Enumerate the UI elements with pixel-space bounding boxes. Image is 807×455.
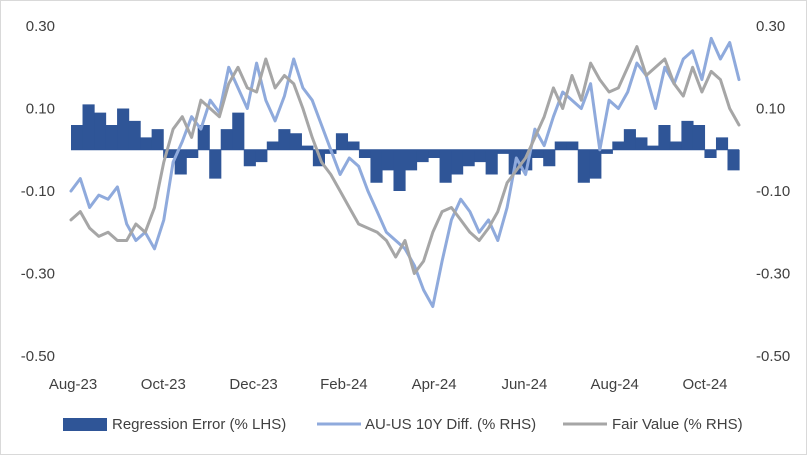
regression-error-bar: [358, 149, 372, 158]
right-y-tick-label: -0.10: [756, 183, 790, 200]
regression-error-bar: [243, 149, 256, 167]
regression-error-bar: [623, 129, 636, 150]
regression-error-bar: [94, 112, 107, 150]
regression-error-bar: [255, 149, 268, 163]
regression-error-bar: [485, 149, 498, 175]
regression-error-bar: [428, 149, 441, 158]
regression-error-area-layer: [71, 104, 740, 191]
regression-error-bar: [543, 149, 556, 167]
x-tick-label: Apr-24: [412, 376, 457, 393]
regression-error-bar: [301, 145, 314, 150]
x-tick-label: Dec-23: [229, 376, 277, 393]
regression-error-bar: [289, 133, 302, 150]
right-y-tick-label: -0.50: [756, 348, 790, 365]
regression-error-bar: [566, 141, 579, 150]
regression-error-bar: [462, 149, 475, 167]
regression-error-bar: [474, 149, 487, 163]
right-y-tick-label: 0.10: [756, 101, 785, 118]
regression-error-bar: [451, 149, 464, 175]
left-y-tick-label: -0.30: [21, 266, 55, 283]
legend-label-au-us-diff: AU-US 10Y Diff. (% RHS): [365, 416, 536, 433]
regression-error-bar: [416, 149, 429, 163]
legend-label-regression-error: Regression Error (% LHS): [112, 416, 286, 433]
regression-error-bar: [82, 104, 95, 150]
legend-swatch-regression-error: [63, 418, 107, 431]
regression-error-bar: [105, 125, 118, 150]
x-tick-label: Aug-23: [49, 376, 97, 393]
regression-error-bar: [393, 149, 406, 191]
right-y-tick-label: 0.30: [756, 18, 785, 35]
regression-error-bar: [577, 149, 590, 183]
regression-error-bar: [704, 149, 717, 158]
regression-error-bar: [347, 141, 360, 150]
regression-error-bar: [174, 149, 187, 175]
left-y-tick-label: 0.10: [26, 101, 55, 118]
regression-error-bar: [612, 141, 625, 150]
regression-error-bar: [163, 149, 176, 158]
x-tick-label: Oct-23: [141, 376, 186, 393]
regression-error-bar: [370, 149, 383, 183]
right-y-axis: 0.30 0.10 -0.10 -0.30 -0.50: [756, 18, 790, 365]
regression-error-bar: [128, 120, 141, 150]
regression-error-bar: [209, 149, 222, 179]
regression-error-bar: [715, 137, 729, 150]
x-tick-label: Jun-24: [501, 376, 547, 393]
regression-error-bar: [71, 125, 84, 150]
regression-error-bar: [266, 141, 279, 150]
legend-label-fair-value: Fair Value (% RHS): [612, 416, 743, 433]
left-y-tick-label: 0.30: [26, 18, 55, 35]
regression-error-bar: [727, 149, 740, 171]
regression-error-bar: [658, 125, 671, 150]
line-series-layer: [69, 36, 741, 308]
regression-error-bar: [635, 137, 648, 150]
x-tick-label: Aug-24: [591, 376, 639, 393]
regression-error-bar: [669, 141, 683, 150]
x-axis: Aug-23 Oct-23 Dec-23 Feb-24 Apr-24 Jun-24 Aug-…: [49, 376, 728, 393]
regression-error-bar: [151, 129, 164, 150]
regression-error-bar: [186, 149, 199, 158]
regression-error-bar: [278, 129, 291, 150]
left-y-tick-label: -0.50: [21, 348, 55, 365]
regression-error-bar: [646, 145, 659, 150]
regression-error-bar: [220, 129, 233, 150]
regression-error-bar: [117, 108, 130, 150]
regression-error-bar: [554, 141, 567, 150]
regression-error-bar: [692, 125, 706, 150]
regression-error-bar: [335, 133, 349, 150]
regression-error-bar: [197, 125, 210, 150]
regression-error-bar: [600, 149, 613, 154]
right-y-tick-label: -0.30: [756, 266, 790, 283]
au-us-diff-line: [69, 36, 741, 308]
x-tick-label: Oct-24: [682, 376, 727, 393]
regression-error-bar: [681, 120, 694, 150]
left-y-axis: 0.30 0.10 -0.10 -0.30 -0.50: [21, 18, 55, 365]
regression-error-bar: [232, 112, 245, 150]
regression-error-bar: [589, 149, 602, 179]
x-tick-label: Feb-24: [320, 376, 368, 393]
regression-error-bar: [140, 137, 153, 150]
fair-value-line: [69, 45, 741, 275]
regression-error-bar: [497, 149, 510, 154]
regression-error-bar: [439, 149, 452, 183]
regression-error-bar: [405, 149, 418, 171]
left-y-tick-label: -0.10: [21, 183, 55, 200]
regression-error-bar: [381, 149, 395, 171]
legend: Regression Error (% LHS) AU-US 10Y Diff. …: [63, 416, 743, 433]
regression-error-bar: [531, 149, 544, 158]
